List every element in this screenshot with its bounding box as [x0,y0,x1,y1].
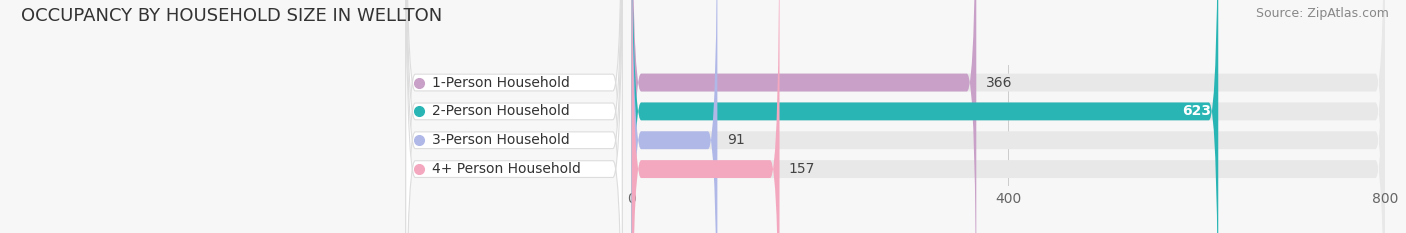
FancyBboxPatch shape [631,0,717,233]
Text: 4+ Person Household: 4+ Person Household [432,162,581,176]
FancyBboxPatch shape [631,0,1218,233]
Text: OCCUPANCY BY HOUSEHOLD SIZE IN WELLTON: OCCUPANCY BY HOUSEHOLD SIZE IN WELLTON [21,7,443,25]
Text: 2-Person Household: 2-Person Household [432,104,569,118]
FancyBboxPatch shape [406,0,623,233]
FancyBboxPatch shape [406,0,623,233]
Text: 366: 366 [986,75,1012,89]
FancyBboxPatch shape [406,0,623,233]
Text: 157: 157 [789,162,815,176]
FancyBboxPatch shape [631,0,1385,233]
FancyBboxPatch shape [631,0,1385,233]
Text: Source: ZipAtlas.com: Source: ZipAtlas.com [1256,7,1389,20]
Text: 1-Person Household: 1-Person Household [432,75,569,89]
Text: 623: 623 [1181,104,1211,118]
FancyBboxPatch shape [631,0,779,233]
FancyBboxPatch shape [631,0,1385,233]
FancyBboxPatch shape [406,0,623,233]
Text: 91: 91 [727,133,745,147]
Text: 3-Person Household: 3-Person Household [432,133,569,147]
FancyBboxPatch shape [631,0,976,233]
FancyBboxPatch shape [631,0,1385,233]
